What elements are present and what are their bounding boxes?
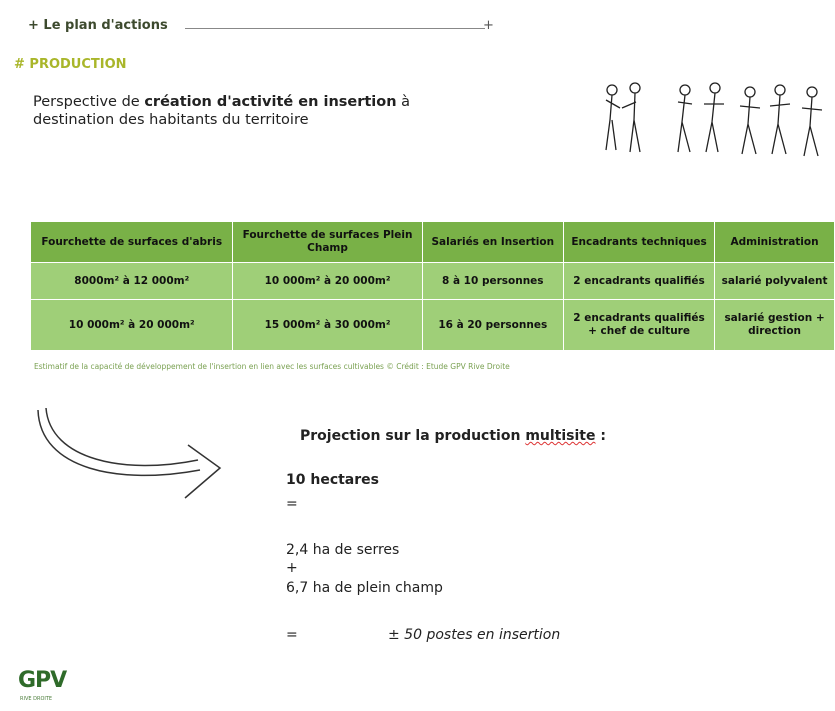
table: Fourchette de surfaces d'abris Fourchette… xyxy=(29,221,835,351)
table-cell: 2 encadrants qualifiés + chef de culture xyxy=(562,299,716,351)
projection-line: = xyxy=(286,496,298,512)
table-cell: 8 à 10 personnes xyxy=(421,262,564,300)
table-cell: 16 à 20 personnes xyxy=(421,299,564,351)
intro: Perspective de création d'activité en in… xyxy=(33,93,473,129)
projection-title-text: : xyxy=(595,428,606,444)
table-cell: 15 000m² à 30 000m² xyxy=(232,299,423,351)
table-header-cell: Salariés en Insertion xyxy=(421,221,564,263)
table-cell: 2 encadrants qualifiés xyxy=(562,262,716,300)
projection-title: Projection sur la production multisite : xyxy=(300,428,606,444)
projection-line: = xyxy=(286,627,298,643)
table-header-cell: Encadrants techniques xyxy=(562,221,716,263)
intro-text: à destination des habitants du territoir… xyxy=(33,94,411,128)
section-title: # PRODUCTION xyxy=(14,57,127,72)
table-cell: 8000m² à 12 000m² xyxy=(29,262,234,300)
projection-result: ± 50 postes en insertion xyxy=(388,627,561,643)
people-sketch xyxy=(605,82,823,157)
table-header-row: Fourchette de surfaces d'abris Fourchette… xyxy=(29,221,835,263)
header-end-mark: + xyxy=(483,18,494,33)
projection-line: 10 hectares xyxy=(286,472,379,488)
caption: Estimatif de la capacité de développemen… xyxy=(34,362,510,371)
table-cell: 10 000m² à 20 000m² xyxy=(29,299,234,351)
table-header-cell: Fourchette de surfaces d'abris xyxy=(29,221,234,263)
projection-line: + xyxy=(286,560,298,576)
intro-bold: création d'activité en insertion xyxy=(144,94,397,110)
projection-title-underlined: multisite xyxy=(525,428,596,444)
arrow xyxy=(37,407,222,499)
projection-line: 6,7 ha de plein champ xyxy=(286,580,443,596)
table-header-cell: Administration xyxy=(714,221,835,263)
table-header-cell: Fourchette de surfaces Plein Champ xyxy=(232,221,423,263)
logo: GPV xyxy=(18,668,67,693)
header-title: + Le plan d'actions xyxy=(28,18,168,33)
intro-text: Perspective de xyxy=(33,94,145,110)
projection-line: 2,4 ha de serres xyxy=(286,542,400,558)
table-cell: salarié gestion + direction xyxy=(714,299,835,351)
table-body: 8000m² à 12 000m² 10 000m² à 20 000m² 8 à … xyxy=(29,262,835,351)
table-row: 10 000m² à 20 000m² 15 000m² à 30 000m² 16… xyxy=(29,299,835,351)
figures xyxy=(605,82,823,157)
table-cell: salarié polyvalent xyxy=(714,262,835,300)
projection-title-text: Projection sur la production xyxy=(300,428,526,444)
header-rule xyxy=(185,28,485,29)
logo-subtitle: RIVE DROITE xyxy=(20,696,53,702)
table-cell: 10 000m² à 20 000m² xyxy=(232,262,423,300)
table-row: 8000m² à 12 000m² 10 000m² à 20 000m² 8 à … xyxy=(29,262,835,300)
